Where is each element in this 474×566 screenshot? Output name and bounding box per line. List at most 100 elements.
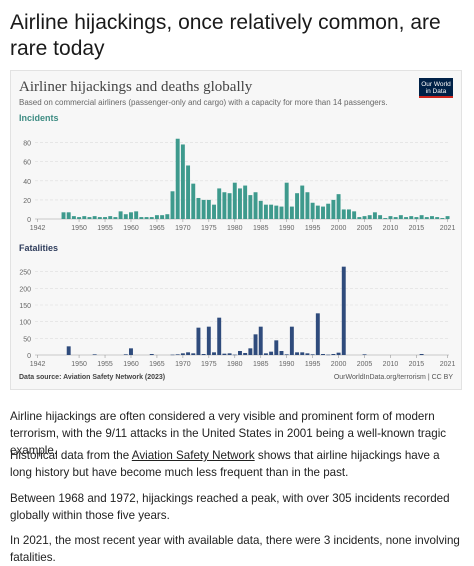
incidents-bar[interactable] bbox=[404, 217, 409, 219]
incidents-bar[interactable] bbox=[243, 185, 248, 219]
incidents-bar[interactable] bbox=[424, 217, 429, 219]
aviation-safety-network-link[interactable]: Aviation Safety Network bbox=[131, 449, 255, 462]
incidents-bar[interactable] bbox=[388, 216, 393, 219]
incidents-bar[interactable] bbox=[263, 204, 268, 219]
incidents-bar[interactable] bbox=[445, 216, 450, 219]
incidents-bar[interactable] bbox=[300, 185, 305, 219]
fatalities-bar[interactable] bbox=[326, 354, 331, 356]
incidents-bar[interactable] bbox=[253, 192, 258, 219]
incidents-bar[interactable] bbox=[440, 218, 445, 219]
incidents-bar[interactable] bbox=[279, 206, 284, 219]
incidents-bar[interactable] bbox=[393, 217, 398, 219]
fatalities-bar[interactable] bbox=[186, 352, 191, 355]
incidents-bar[interactable] bbox=[331, 199, 336, 219]
incidents-bar[interactable] bbox=[77, 217, 82, 219]
incidents-bar[interactable] bbox=[149, 217, 154, 219]
incidents-bar[interactable] bbox=[87, 217, 92, 219]
fatalities-bar[interactable] bbox=[238, 351, 242, 355]
fatalities-bar[interactable] bbox=[66, 346, 71, 355]
incidents-bar[interactable] bbox=[238, 188, 242, 219]
fatalities-bar[interactable] bbox=[227, 353, 232, 355]
incidents-bar[interactable] bbox=[134, 211, 139, 219]
fatalities-bar[interactable] bbox=[243, 353, 248, 355]
fatalities-bar[interactable] bbox=[274, 340, 279, 355]
fatalities-bar[interactable] bbox=[362, 354, 367, 355]
incidents-bar[interactable] bbox=[92, 216, 97, 219]
fatalities-bar[interactable] bbox=[191, 353, 196, 355]
fatalities-bar[interactable] bbox=[201, 354, 206, 355]
fatalities-bar[interactable] bbox=[263, 353, 268, 355]
incidents-bar[interactable] bbox=[315, 205, 320, 219]
incidents-bar[interactable] bbox=[305, 192, 310, 219]
fatalities-bar[interactable] bbox=[149, 354, 154, 355]
incidents-bar[interactable] bbox=[97, 217, 102, 219]
owid-logo[interactable]: Our World in Data bbox=[419, 78, 453, 98]
incidents-bar[interactable] bbox=[180, 144, 185, 219]
incidents-bar[interactable] bbox=[352, 211, 357, 219]
incidents-bar[interactable] bbox=[398, 215, 403, 219]
incidents-bar[interactable] bbox=[321, 206, 325, 219]
incidents-bar[interactable] bbox=[108, 216, 113, 219]
fatalities-bar[interactable] bbox=[331, 354, 336, 355]
fatalities-bar[interactable] bbox=[129, 348, 133, 355]
incidents-bar[interactable] bbox=[310, 202, 315, 219]
incidents-bar[interactable] bbox=[206, 199, 211, 219]
incidents-bar[interactable] bbox=[372, 212, 377, 219]
fatalities-bar[interactable] bbox=[258, 326, 263, 355]
incidents-bar[interactable] bbox=[186, 165, 191, 219]
incidents-bar[interactable] bbox=[144, 217, 149, 219]
fatalities-bar[interactable] bbox=[92, 354, 97, 355]
fatalities-bar[interactable] bbox=[217, 317, 222, 355]
incidents-bar[interactable] bbox=[326, 203, 331, 219]
incidents-bar[interactable] bbox=[274, 205, 279, 219]
incidents-bar[interactable] bbox=[123, 214, 128, 219]
incidents-bar[interactable] bbox=[154, 215, 159, 219]
incidents-bar[interactable] bbox=[284, 182, 289, 219]
incidents-bar[interactable] bbox=[430, 216, 434, 219]
fatalities-bar[interactable] bbox=[321, 354, 325, 355]
incidents-bar[interactable] bbox=[212, 204, 216, 219]
incidents-bar[interactable] bbox=[217, 188, 222, 219]
incidents-bar[interactable] bbox=[175, 138, 180, 219]
fatalities-bar[interactable] bbox=[289, 326, 294, 355]
incidents-bar[interactable] bbox=[227, 193, 232, 219]
fatalities-bar[interactable] bbox=[253, 334, 258, 355]
incidents-bar[interactable] bbox=[191, 183, 196, 219]
incidents-bar[interactable] bbox=[165, 214, 170, 219]
fatalities-bar[interactable] bbox=[279, 351, 284, 355]
incidents-bar[interactable] bbox=[201, 199, 206, 219]
incidents-bar[interactable] bbox=[248, 195, 253, 219]
incidents-bar[interactable] bbox=[336, 194, 341, 219]
fatalities-bar[interactable] bbox=[170, 354, 175, 356]
fatalities-bar[interactable] bbox=[269, 351, 274, 355]
fatalities-bar[interactable] bbox=[295, 352, 300, 355]
fatalities-bar[interactable] bbox=[419, 354, 424, 355]
fatalities-bar[interactable] bbox=[206, 326, 211, 355]
incidents-bar[interactable] bbox=[362, 216, 367, 219]
fatalities-bar[interactable] bbox=[341, 266, 346, 355]
incidents-bar[interactable] bbox=[414, 217, 419, 219]
fatalities-bar[interactable] bbox=[123, 354, 128, 355]
incidents-bar[interactable] bbox=[103, 217, 107, 219]
incidents-bar[interactable] bbox=[82, 216, 87, 219]
incidents-bar[interactable] bbox=[258, 200, 263, 219]
incidents-bar[interactable] bbox=[170, 191, 175, 219]
incidents-bar[interactable] bbox=[66, 212, 71, 219]
incidents-bar[interactable] bbox=[295, 193, 300, 219]
incidents-bar[interactable] bbox=[139, 217, 144, 219]
fatalities-bar[interactable] bbox=[175, 354, 180, 355]
fatalities-bar[interactable] bbox=[310, 354, 315, 355]
incidents-bar[interactable] bbox=[378, 215, 383, 219]
fatalities-bar[interactable] bbox=[305, 353, 310, 355]
fatalities-bar[interactable] bbox=[196, 327, 201, 355]
fatalities-bar[interactable] bbox=[336, 352, 341, 355]
fatalities-bar[interactable] bbox=[315, 313, 320, 355]
incidents-bar[interactable] bbox=[222, 192, 227, 219]
fatalities-bar[interactable] bbox=[248, 348, 253, 355]
incidents-bar[interactable] bbox=[435, 217, 440, 219]
incidents-bar[interactable] bbox=[357, 217, 362, 219]
incidents-bar[interactable] bbox=[341, 209, 346, 219]
fatalities-bar[interactable] bbox=[284, 354, 289, 355]
incidents-bar[interactable] bbox=[71, 216, 76, 219]
incidents-bar[interactable] bbox=[196, 197, 201, 219]
